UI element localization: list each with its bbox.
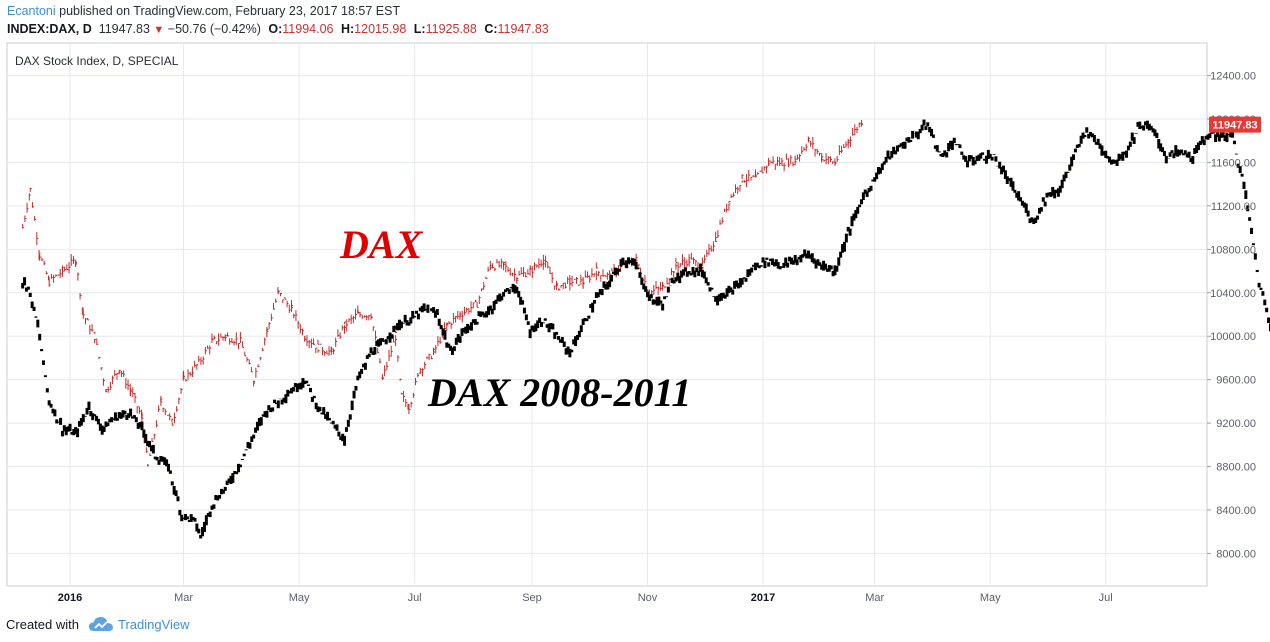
tradingview-cloud-icon bbox=[89, 617, 113, 631]
y-axis[interactable]: 12400.0012000.0011600.0011200.0010800.00… bbox=[1207, 71, 1256, 561]
y-tick-label: 12400.00 bbox=[1210, 71, 1256, 83]
low-value: 11925.88 bbox=[425, 22, 477, 36]
chart-title: DAX Stock Index, D, SPECIAL bbox=[15, 54, 179, 68]
close-label: C: bbox=[484, 22, 498, 36]
annotation-dax-2008-2011: DAX 2008-2011 bbox=[427, 370, 691, 415]
y-tick-label: 8000.00 bbox=[1216, 548, 1256, 560]
x-axis[interactable]: 2016 Mar May Jul Sep Nov 2017 Mar May Jul bbox=[58, 592, 1113, 604]
tradingview-brand-link[interactable]: TradingView bbox=[118, 617, 190, 632]
series-dax bbox=[22, 119, 863, 467]
down-arrow-icon: ▼ bbox=[153, 24, 165, 36]
y-tick-label: 10400.00 bbox=[1210, 288, 1256, 300]
x-tick-label: Jul bbox=[1099, 592, 1113, 604]
x-tick-label: May bbox=[980, 592, 1001, 604]
series-layer bbox=[21, 119, 1270, 539]
x-tick-label: Mar bbox=[174, 592, 193, 604]
series-dax-2008-2011 bbox=[21, 119, 1270, 539]
symbol-label: INDEX:DAX, D bbox=[7, 22, 92, 36]
footer: Created with TradingView bbox=[0, 611, 1270, 642]
close-value: 11947.83 bbox=[497, 22, 549, 36]
annotation-dax: DAX bbox=[339, 222, 424, 267]
created-with-label: Created with bbox=[6, 617, 79, 632]
grid bbox=[7, 43, 1207, 586]
y-tick-label: 11600.00 bbox=[1211, 157, 1256, 169]
plot-area[interactable] bbox=[6, 42, 1208, 587]
price-tag-box bbox=[1209, 116, 1261, 133]
y-tick-label: 10000.00 bbox=[1210, 331, 1256, 343]
high-label: H: bbox=[340, 22, 355, 36]
last-price-tag: 11947.83 bbox=[1209, 116, 1261, 133]
published-text: published on TradingView.com, February 2… bbox=[55, 4, 401, 18]
open-value: 11994.06 bbox=[282, 22, 334, 36]
y-tick-label: 10800.00 bbox=[1210, 244, 1256, 256]
x-tick-label: Mar bbox=[865, 592, 884, 604]
change-value: −50.76 (−0.42%) bbox=[167, 22, 261, 36]
x-tick-label: 2017 bbox=[751, 592, 775, 604]
x-tick-label: May bbox=[289, 592, 310, 604]
low-label: L: bbox=[413, 22, 426, 36]
chart-header: Ecantoni published on TradingView.com, F… bbox=[0, 0, 1270, 42]
last-price: 11947.83 bbox=[98, 22, 150, 36]
x-tick-label: Jul bbox=[408, 592, 422, 604]
price-chart[interactable]: DAX Stock Index, D, SPECIAL DAX DAX 2008… bbox=[0, 42, 1270, 611]
publish-line: Ecantoni published on TradingView.com, F… bbox=[7, 4, 400, 18]
x-tick-label: Nov bbox=[638, 592, 658, 604]
open-label: O: bbox=[268, 22, 283, 36]
y-tick-label: 11200.00 bbox=[1211, 201, 1256, 213]
y-tick-label: 8400.00 bbox=[1216, 505, 1256, 517]
y-tick-label: 8800.00 bbox=[1216, 462, 1256, 474]
ohlc-line: INDEX:DAX, D 11947.83 ▼ −50.76 (−0.42%) … bbox=[7, 22, 549, 36]
author-link[interactable]: Ecantoni bbox=[7, 4, 56, 18]
price-tag-value: 11947.83 bbox=[1212, 120, 1257, 132]
y-tick-label: 9600.00 bbox=[1216, 375, 1256, 387]
x-tick-label: Sep bbox=[522, 592, 542, 604]
y-tick-label: 9200.00 bbox=[1216, 418, 1256, 430]
x-tick-label: 2016 bbox=[58, 592, 82, 604]
high-value: 12015.98 bbox=[354, 22, 407, 36]
